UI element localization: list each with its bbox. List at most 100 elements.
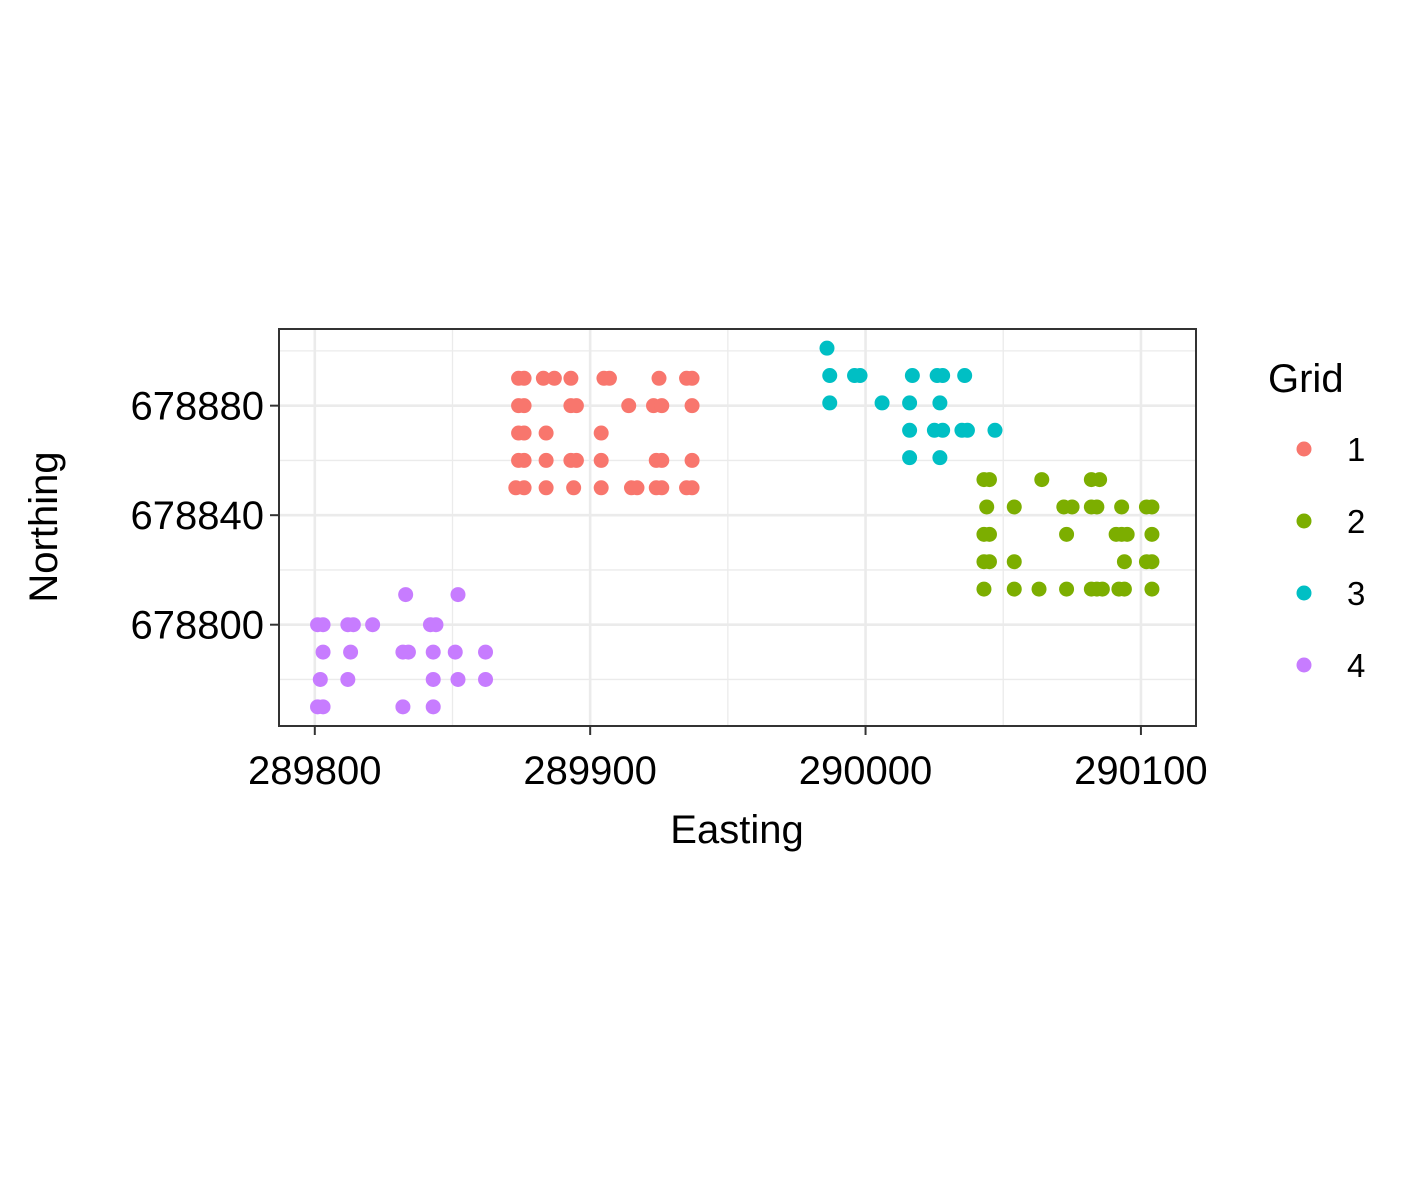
- data-point: [478, 671, 494, 687]
- data-point: [654, 398, 670, 414]
- data-point: [651, 370, 667, 386]
- data-point: [932, 450, 948, 466]
- data-point: [566, 480, 582, 496]
- legend-title: Grid: [1268, 357, 1344, 401]
- data-point: [684, 398, 700, 414]
- data-point: [425, 644, 441, 660]
- data-point: [822, 368, 838, 384]
- series-3: [819, 340, 1003, 466]
- legend-items: 1 2 3 4: [1296, 431, 1365, 684]
- data-point: [1006, 581, 1022, 597]
- data-point: [315, 699, 331, 715]
- data-point: [902, 395, 918, 411]
- legend-key-2: [1296, 513, 1312, 529]
- data-point: [425, 671, 441, 687]
- data-point: [1059, 526, 1075, 542]
- data-point: [450, 587, 466, 603]
- x-axis-title: Easting: [670, 808, 803, 852]
- data-point: [1114, 499, 1130, 515]
- data-point: [1144, 581, 1160, 597]
- y-axis: 678800 678840 678880: [131, 385, 279, 648]
- legend-label-1: 1: [1347, 431, 1365, 468]
- data-point: [987, 422, 1003, 438]
- data-point: [684, 370, 700, 386]
- data-point: [819, 340, 835, 356]
- data-point: [538, 425, 554, 441]
- data-point: [959, 422, 975, 438]
- data-point: [935, 368, 951, 384]
- data-point: [1006, 554, 1022, 570]
- data-point: [400, 644, 416, 660]
- data-point: [538, 480, 554, 496]
- data-point: [447, 644, 463, 660]
- data-point: [1144, 526, 1160, 542]
- data-point: [981, 526, 997, 542]
- data-point: [1144, 499, 1160, 515]
- data-point: [345, 617, 361, 633]
- data-point: [904, 368, 920, 384]
- data-point: [981, 554, 997, 570]
- data-point: [1116, 581, 1132, 597]
- x-axis: 289800 289900 290000 290100: [248, 726, 1208, 793]
- data-point: [976, 581, 992, 597]
- legend-key-3: [1296, 585, 1312, 601]
- data-point: [902, 422, 918, 438]
- data-point: [1116, 554, 1132, 570]
- data-point: [538, 452, 554, 468]
- data-point: [568, 398, 584, 414]
- data-point: [516, 452, 532, 468]
- data-point: [365, 617, 381, 633]
- data-point: [563, 370, 579, 386]
- data-point: [1064, 499, 1080, 515]
- data-point: [395, 699, 411, 715]
- legend-label-2: 2: [1347, 503, 1365, 540]
- data-points: [310, 340, 1160, 715]
- data-point: [593, 452, 609, 468]
- data-point: [1092, 472, 1108, 488]
- data-point: [1006, 499, 1022, 515]
- legend-key-4: [1296, 657, 1312, 673]
- data-point: [535, 370, 551, 386]
- legend-label-3: 3: [1347, 575, 1365, 612]
- data-point: [343, 644, 359, 660]
- data-point: [852, 368, 868, 384]
- data-point: [568, 452, 584, 468]
- data-point: [1144, 554, 1160, 570]
- plot-panel: [279, 329, 1196, 726]
- data-point: [981, 472, 997, 488]
- data-point: [450, 671, 466, 687]
- y-tick-label: 678880: [131, 385, 264, 429]
- legend-key-1: [1296, 441, 1312, 457]
- data-point: [684, 452, 700, 468]
- data-point: [312, 671, 328, 687]
- data-point: [1059, 581, 1075, 597]
- data-point: [1094, 581, 1110, 597]
- data-point: [516, 398, 532, 414]
- data-point: [684, 480, 700, 496]
- data-point: [822, 395, 838, 411]
- data-point: [340, 671, 356, 687]
- legend: Grid 1 2 3 4: [1268, 357, 1365, 684]
- data-point: [478, 644, 494, 660]
- data-point: [874, 395, 890, 411]
- series-2: [976, 472, 1160, 597]
- x-tick-label: 290100: [1074, 749, 1207, 793]
- x-tick-label: 290000: [799, 749, 932, 793]
- data-point: [315, 644, 331, 660]
- major-gridlines: [279, 329, 1196, 726]
- series-4: [310, 587, 494, 715]
- x-tick-label: 289800: [248, 749, 381, 793]
- series-1: [508, 370, 700, 496]
- data-point: [428, 617, 444, 633]
- data-point: [1031, 581, 1047, 597]
- data-point: [593, 425, 609, 441]
- data-point: [546, 370, 562, 386]
- data-point: [902, 450, 918, 466]
- data-point: [425, 699, 441, 715]
- data-point: [957, 368, 973, 384]
- data-point: [979, 499, 995, 515]
- y-tick-label: 678800: [131, 604, 264, 648]
- data-point: [516, 425, 532, 441]
- data-point: [1119, 526, 1135, 542]
